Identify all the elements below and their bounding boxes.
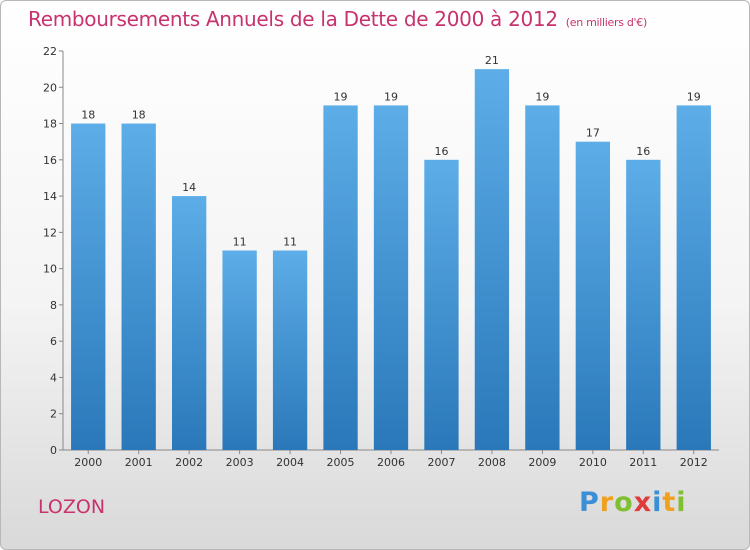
x-tick-label: 2011 — [629, 456, 657, 469]
logo-letter: x — [633, 487, 653, 518]
data-label: 21 — [485, 54, 499, 67]
y-tick: 18 — [43, 118, 63, 131]
place-name: LOZON — [38, 496, 106, 518]
data-label: 19 — [535, 90, 549, 103]
bar — [575, 141, 611, 450]
logo-letter: o — [614, 487, 634, 518]
y-tick: 12 — [43, 226, 63, 239]
y-tick-label: 8 — [50, 299, 57, 312]
y-tick: 4 — [50, 371, 63, 384]
y-tick: 14 — [43, 190, 63, 203]
y-tick: 22 — [43, 45, 63, 58]
data-label: 19 — [687, 90, 701, 103]
y-tick: 6 — [50, 335, 63, 348]
y-tick-label: 10 — [43, 263, 57, 276]
data-label: 18 — [81, 109, 95, 122]
y-tick: 20 — [43, 81, 63, 94]
logo-letter: P — [579, 487, 600, 518]
bar — [171, 196, 207, 450]
bar — [121, 123, 156, 450]
x-tick-label: 2007 — [427, 456, 455, 469]
y-tick: 2 — [50, 408, 63, 421]
y-tick-label: 20 — [43, 81, 57, 94]
bar — [373, 105, 409, 450]
x-tick-label: 2000 — [74, 456, 102, 469]
proxiti-logo: Proxiti — [579, 487, 687, 518]
bar — [272, 250, 308, 450]
x-tick-label: 2012 — [680, 456, 708, 469]
y-tick-label: 0 — [50, 444, 57, 457]
data-label: 11 — [283, 236, 297, 249]
bar — [474, 69, 510, 451]
x-tick-label: 2010 — [579, 456, 607, 469]
data-label: 11 — [233, 236, 247, 249]
y-tick-label: 22 — [43, 45, 57, 58]
bar — [676, 105, 711, 450]
y-tick: 8 — [50, 299, 63, 312]
x-tick-label: 2009 — [528, 456, 556, 469]
y-tick-label: 4 — [50, 371, 57, 384]
x-tick-label: 2008 — [478, 456, 506, 469]
x-tick-label: 2002 — [175, 456, 203, 469]
x-tick-label: 2003 — [226, 456, 254, 469]
bar — [222, 250, 257, 450]
y-tick-label: 14 — [43, 190, 57, 203]
y-tick: 10 — [43, 263, 63, 276]
x-tick-label: 2004 — [276, 456, 304, 469]
y-tick-label: 16 — [43, 154, 57, 167]
data-label: 16 — [434, 145, 448, 158]
y-tick-label: 6 — [50, 335, 57, 348]
x-tick-label: 2006 — [377, 456, 405, 469]
data-label: 18 — [132, 109, 146, 122]
y-tick: 0 — [50, 444, 63, 457]
logo-letter: r — [599, 487, 615, 518]
bar — [71, 123, 106, 450]
y-tick: 16 — [43, 154, 63, 167]
y-tick-label: 2 — [50, 408, 57, 421]
x-tick-label: 2001 — [125, 456, 153, 469]
chart-title: Remboursements Annuels de la Dette de 20… — [28, 7, 647, 31]
chart-unit: (en milliers d'€) — [565, 16, 647, 29]
y-tick-label: 12 — [43, 226, 57, 239]
chart-title-text: Remboursements Annuels de la Dette de 20… — [28, 7, 558, 31]
data-label: 17 — [586, 127, 600, 140]
bar — [525, 105, 560, 450]
bar — [424, 159, 459, 450]
y-tick-label: 18 — [43, 118, 57, 131]
x-tick-label: 2005 — [327, 456, 355, 469]
logo-letter: i — [652, 487, 663, 518]
bar — [626, 159, 661, 450]
data-label: 14 — [182, 181, 196, 194]
bar — [323, 105, 358, 450]
data-label: 19 — [334, 90, 348, 103]
data-label: 16 — [636, 145, 650, 158]
logo-letter: t — [662, 487, 677, 518]
logo-letter: i — [676, 487, 687, 518]
data-label: 19 — [384, 90, 398, 103]
